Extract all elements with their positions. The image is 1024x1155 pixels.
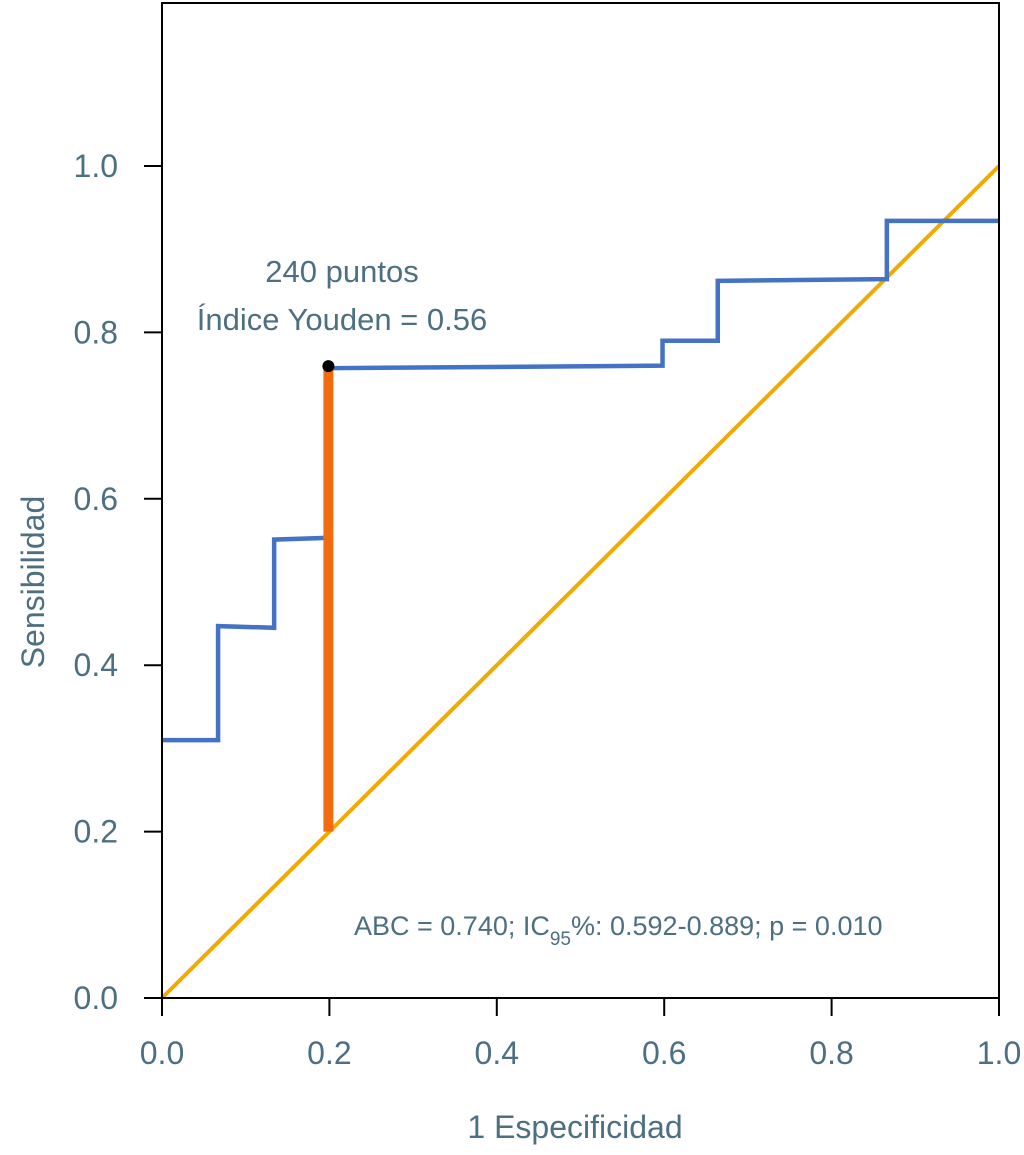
y-tick-label: 0.6 xyxy=(74,481,118,517)
auc-annotation-prefix: ABC = 0.740; IC xyxy=(354,911,550,941)
y-tick-label: 0.0 xyxy=(74,980,118,1016)
x-tick-label: 0.8 xyxy=(809,1035,853,1071)
y-tick-label: 0.4 xyxy=(74,647,118,683)
reference-line xyxy=(160,164,1001,1000)
y-tick-label: 1.0 xyxy=(74,148,118,184)
youden-label-line2: Índice Youden = 0.56 xyxy=(197,302,487,337)
auc-annotation-subscript: 95 xyxy=(550,929,571,950)
youden-label-line1: 240 puntos xyxy=(265,254,418,289)
x-tick-label: 0.0 xyxy=(140,1035,184,1071)
x-tick-label: 0.6 xyxy=(642,1035,686,1071)
x-tick-label: 1.0 xyxy=(977,1035,1021,1071)
auc-annotation: ABC = 0.740; IC95%: 0.592-0.889; p = 0.0… xyxy=(354,911,883,950)
youden-point xyxy=(322,360,335,373)
roc-curve xyxy=(162,218,999,743)
x-axis-label: 1 Especificidad xyxy=(467,1109,682,1145)
x-tick-label: 0.4 xyxy=(475,1035,519,1071)
plot-frame xyxy=(161,2,1000,999)
y-tick-label: 0.8 xyxy=(74,314,118,350)
auc-annotation-suffix: %: 0.592-0.889; p = 0.010 xyxy=(571,911,883,941)
y-tick-label: 0.2 xyxy=(74,814,118,850)
y-axis-label: Sensibilidad xyxy=(15,496,51,669)
x-tick-label: 0.2 xyxy=(307,1035,351,1071)
